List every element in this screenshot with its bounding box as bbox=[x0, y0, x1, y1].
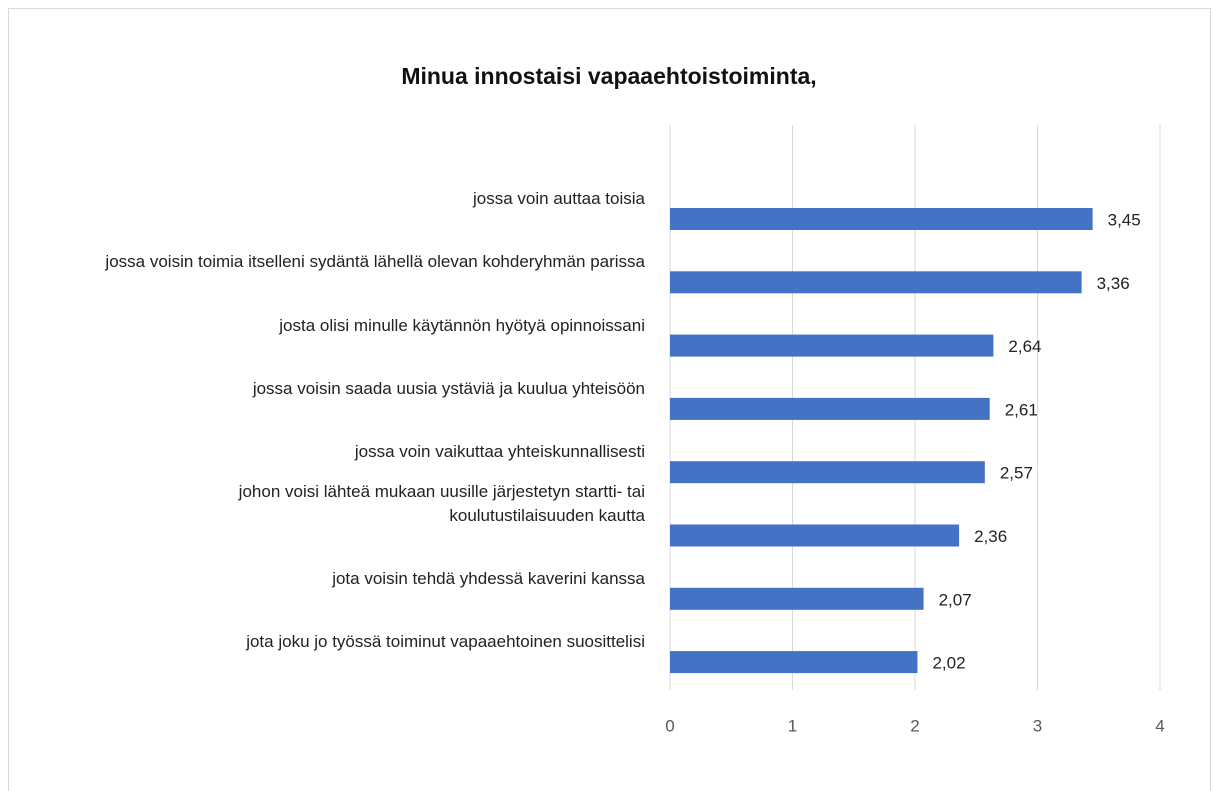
chart-title: Minua innostaisi vapaaehtoistoiminta, bbox=[401, 63, 816, 89]
bar bbox=[670, 334, 994, 357]
value-label: 2,57 bbox=[1000, 464, 1033, 483]
bar bbox=[670, 461, 985, 484]
x-tick-label: 3 bbox=[1033, 716, 1042, 735]
category-label: johon voisi lähteä mukaan uusille järjes… bbox=[238, 481, 645, 525]
value-label: 2,07 bbox=[939, 590, 972, 609]
category-label: jossa voin auttaa toisia bbox=[473, 189, 645, 208]
category-label: jossa voisin saada uusia ystäviä ja kuul… bbox=[252, 378, 645, 398]
category-label: jossa voin vaikuttaa yhteiskunnallisesti bbox=[354, 442, 645, 462]
category-label: jota joku jo työssä toiminut vapaaehtoin… bbox=[246, 632, 645, 652]
bar bbox=[670, 524, 960, 547]
chart-border bbox=[8, 8, 1211, 791]
bar bbox=[670, 397, 990, 420]
category-label: jossa voisin toimia itselleni sydäntä lä… bbox=[105, 252, 645, 272]
value-label: 3,36 bbox=[1097, 274, 1130, 293]
bar bbox=[670, 208, 1093, 230]
x-tick-label: 4 bbox=[1155, 716, 1164, 735]
value-label: 2,64 bbox=[1008, 337, 1041, 356]
value-label: 2,61 bbox=[1005, 400, 1038, 419]
category-label: jota voisin tehdä yhdessä kaverini kanss… bbox=[332, 568, 645, 588]
x-tick-label: 2 bbox=[910, 716, 919, 735]
x-tick-label: 0 bbox=[665, 716, 674, 735]
x-tick-label: 1 bbox=[788, 716, 797, 735]
category-label: josta olisi minulle käytännön hyötyä opi… bbox=[279, 315, 645, 335]
value-label: 3,45 bbox=[1108, 210, 1141, 229]
bar bbox=[670, 271, 1082, 294]
value-label: 2,36 bbox=[974, 527, 1007, 546]
bar bbox=[670, 587, 924, 610]
value-label: 2,02 bbox=[932, 654, 965, 673]
bar bbox=[670, 651, 918, 674]
